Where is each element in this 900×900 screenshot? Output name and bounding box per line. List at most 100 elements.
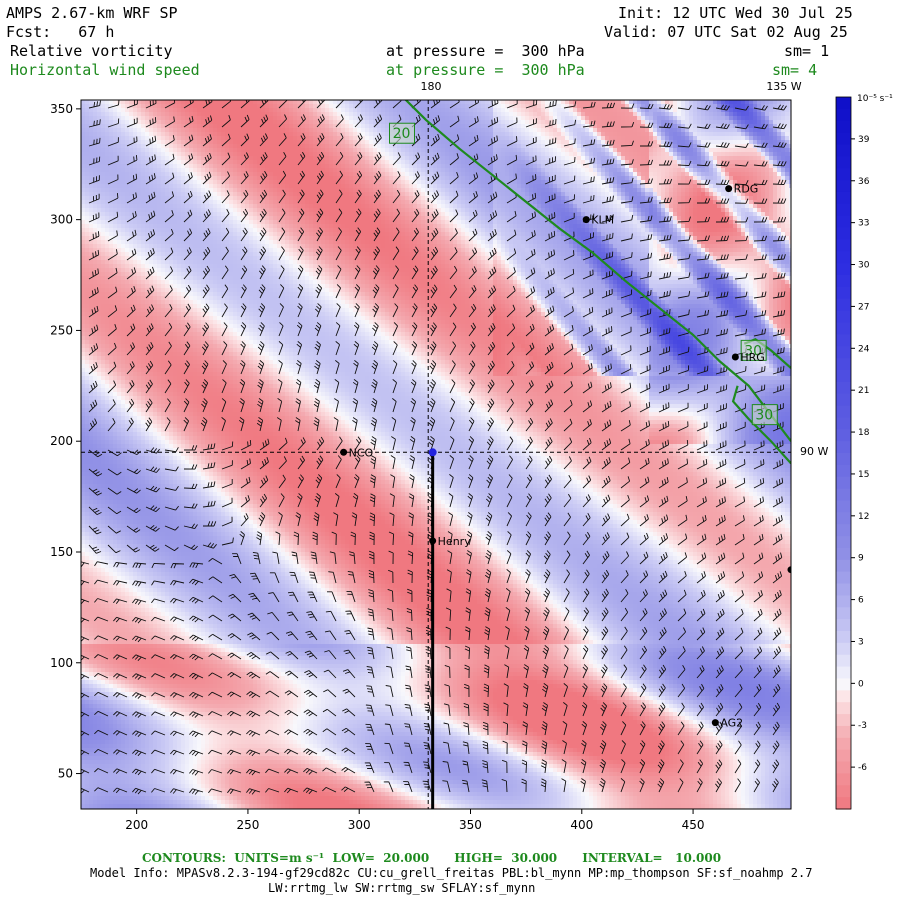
contour-label-box xyxy=(740,339,767,361)
y-tick-label: 250 xyxy=(50,323,73,337)
colorbar-band xyxy=(836,180,851,193)
colorbar-band xyxy=(836,797,851,810)
colorbar-band xyxy=(836,168,851,181)
colorbar-band xyxy=(836,191,851,205)
station-marker xyxy=(725,185,733,193)
colorbar-band xyxy=(836,631,851,644)
colorbar-band xyxy=(836,441,851,454)
colorbar-band xyxy=(836,642,851,656)
colorbar-tick-label: 18 xyxy=(858,428,870,438)
colorbar-band xyxy=(836,97,851,110)
station-marker xyxy=(429,537,437,545)
colorbar-band xyxy=(836,227,851,240)
colorbar-band xyxy=(836,761,851,774)
colorbar-band xyxy=(836,666,851,680)
contour-label: 30 xyxy=(755,408,773,424)
meridian-135w-label: 135 W xyxy=(766,80,801,93)
station-marker xyxy=(787,566,791,574)
valid-time: Valid: 07 UTC Sat 02 Aug 25 xyxy=(604,24,848,41)
colorbar-tick-label: 39 xyxy=(858,135,870,145)
colorbar-band xyxy=(836,488,851,502)
contour-info: CONTOURS: UNITS=m s⁻¹ LOW= 20.000 HIGH= … xyxy=(142,851,721,865)
colorbar-unit: 10⁻⁵ s⁻¹ xyxy=(857,94,893,104)
colorbar-band xyxy=(836,358,851,371)
station-label: AG2 xyxy=(720,717,743,730)
x-tick-label: 400 xyxy=(570,818,593,832)
contour-label: 20 xyxy=(393,126,411,142)
vorticity-field xyxy=(81,100,791,809)
field1-name: Relative vorticity xyxy=(10,43,173,60)
y-tick-label: 100 xyxy=(50,656,73,670)
colorbar-band xyxy=(836,251,851,264)
colorbar-band xyxy=(836,120,851,134)
colorbar-tick-label: 9 xyxy=(858,554,864,564)
colorbar-band xyxy=(836,678,851,691)
colorbar-band xyxy=(836,298,851,312)
colorbar-band xyxy=(836,203,851,217)
colorbar-band xyxy=(836,571,851,585)
colorbar-band xyxy=(836,464,851,478)
colorbar-band xyxy=(836,322,851,335)
colorbar-band xyxy=(836,346,851,359)
contour-label: 30 xyxy=(744,343,762,359)
colorbar-band xyxy=(836,417,851,430)
colorbar-band xyxy=(836,749,851,763)
colorbar-band xyxy=(836,654,851,668)
cross-section-point xyxy=(428,448,437,457)
colorbar-band xyxy=(836,369,851,383)
x-tick-label: 300 xyxy=(348,818,371,832)
colorbar-band xyxy=(836,583,851,596)
field2-level: at pressure = 300 hPa xyxy=(386,62,585,79)
model-title: AMPS 2.67-km WRF SP xyxy=(6,5,178,22)
field1-level: at pressure = 300 hPa xyxy=(386,43,585,60)
y-tick-label: 300 xyxy=(50,213,73,227)
colorbar-band xyxy=(836,453,851,466)
colorbar-band xyxy=(836,714,851,727)
plot-frame xyxy=(80,99,792,810)
colorbar-band xyxy=(836,524,851,537)
colorbar-tick-label: 30 xyxy=(858,261,870,271)
colorbar-band xyxy=(836,512,851,525)
colorbar-band xyxy=(836,275,851,288)
colorbar-tick-label: 36 xyxy=(858,177,870,187)
colorbar-tick-label: 15 xyxy=(858,470,869,480)
contour-label-box xyxy=(751,404,778,426)
colorbar-tick-label: 6 xyxy=(858,596,864,606)
wind-barbs xyxy=(81,100,787,795)
station-label: Henry xyxy=(438,535,472,548)
colorbar-band xyxy=(836,310,851,324)
colorbar-band xyxy=(836,215,851,229)
model-info-physics: LW:rrtmg_lw SW:rrtmg_sw SFLAY:sf_mynn xyxy=(268,881,535,895)
colorbar-band xyxy=(836,381,851,395)
colorbar-tick-label: 21 xyxy=(858,386,869,396)
map-overlay: 20 30 30 RDG KLM HRG NCO Henry AG2 xyxy=(81,100,791,809)
colorbar-band xyxy=(836,239,851,252)
colorbar-band xyxy=(836,690,851,703)
colorbar-band xyxy=(836,108,851,122)
colorbar-band xyxy=(836,725,851,739)
station-marker xyxy=(340,448,348,456)
colorbar-band xyxy=(836,595,851,608)
model-info: Model Info: MPASv8.2.3-194-gf29cd82c CU:… xyxy=(90,866,812,880)
field2-smoothing: sm= 4 xyxy=(772,62,817,79)
field2-name: Horizontal wind speed xyxy=(10,62,200,79)
x-tick-label: 200 xyxy=(125,818,148,832)
colorbar-tick-label: 33 xyxy=(858,219,869,229)
init-time: Init: 12 UTC Wed 30 Jul 25 xyxy=(618,5,853,22)
colorbar-band xyxy=(836,773,851,786)
meridian-180-label: 180 xyxy=(421,80,442,93)
colorbar-band xyxy=(836,476,851,490)
colorbar-band xyxy=(836,144,851,157)
field1-smoothing: sm= 1 xyxy=(784,43,829,60)
y-tick-label: 150 xyxy=(50,545,73,559)
station-marker xyxy=(582,216,590,224)
colorbar-tick-label: 27 xyxy=(858,302,869,312)
colorbar-band xyxy=(836,619,851,632)
forecast-hour: Fcst: 67 h xyxy=(6,24,114,41)
wind-barb-glyphs xyxy=(81,100,787,795)
colorbar-tick-label: -6 xyxy=(858,763,867,773)
x-tick-label: 350 xyxy=(459,818,482,832)
station-marker xyxy=(731,353,739,361)
